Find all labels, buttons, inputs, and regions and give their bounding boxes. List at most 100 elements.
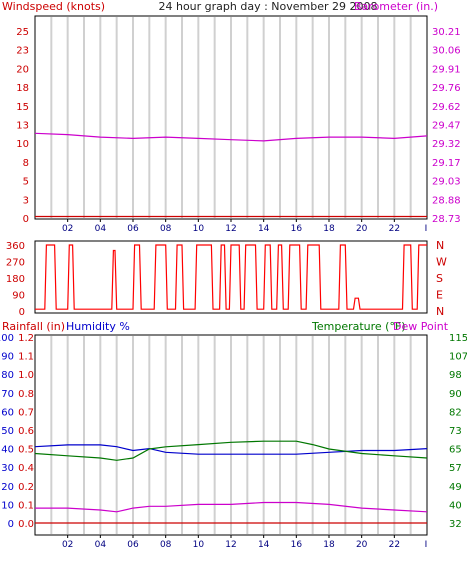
temperature-axis-tick-label: 49 [449,482,462,493]
wind-barometer-x-tick-label: 12 [225,224,236,234]
humidity-series-line [34,444,428,455]
humidity-axis-tick-label: 90 [1,352,14,363]
humidity-temperature-panel: 0 10 20 30 40 50 60 70 80 90 100 0.0 0.1 0.2 0.4 0.5 0.6… [0,333,467,550]
rainfall-axis-tick-label: 0.4 [18,463,34,474]
humidity-axis-tick-label: 0 [8,519,14,530]
wind-barometer-x-tick-label: 20 [356,224,368,234]
direction-degrees-axis-tick-label: 360 [6,241,25,252]
wind-barometer-x-tick-label: 02 [62,224,73,234]
dewpoint-series-line [35,501,428,513]
temperature-axis-tick-label: 65 [449,445,462,456]
humidity-temperature-x-tick-label: 22 [389,540,400,550]
windspeed-axis-tick-label: 25 [16,27,29,38]
barometer-axis-tick-label: 29.91 [432,64,461,75]
temperature-axis-tick-label: 98 [449,370,462,381]
humidity-temperature-x-tick-label: 12 [225,540,236,550]
temperature-axis-label: Temperature (°F) [311,320,406,333]
wind-direction-plot-frame [34,240,428,314]
humidity-temperature-x-tick-label: 04 [95,540,107,550]
barometer-axis-tick-label: 28.88 [432,195,461,206]
windspeed-axis-tick-label: 3 [23,195,29,206]
windspeed-axis-label: Windspeed (knots) [2,0,105,13]
rainfall-axis-tick-label: 1.2 [18,333,34,344]
wind-barometer-x-tick-label: 06 [127,224,139,234]
direction-compass-axis-tick-label: E [436,289,443,302]
temperature-series-line [34,440,428,461]
direction-compass-axis-tick-label: W [436,256,447,269]
temperature-axis-tick-label: 82 [449,407,462,418]
wind-barometer-x-tick-label: 08 [160,224,172,234]
rainfall-axis-tick-label: 0.5 [18,445,34,456]
humidity-temperature-x-tick-label: 08 [160,540,172,550]
direction-compass-axis-tick-label: N [436,239,444,252]
barometer-axis-tick-label: 29.32 [432,139,461,150]
rainfall-axis-tick-label: 0.7 [18,407,34,418]
dewpoint-axis-label: Dew Point [393,320,449,333]
humidity-axis-tick-label: 20 [1,482,14,493]
wind-barometer-x-end-tick: I [425,224,428,234]
barometer-axis-label: Barometer (in.) [354,0,438,13]
windspeed-axis-tick-label: 15 [16,102,29,113]
barometer-axis-tick-label: 30.06 [432,46,461,57]
humidity-axis-tick-label: 10 [1,500,14,511]
humidity-temperature-x-tick-label: 20 [356,540,368,550]
rainfall-axis-tick-label: 0.0 [18,519,34,530]
humidity-temperature-x-tick-label: 10 [193,540,205,550]
humidity-axis-tick-label: 30 [1,463,14,474]
barometer-axis-tick-label: 30.21 [432,27,461,38]
humidity-temperature-x-end-tick: I [425,540,428,550]
barometer-axis-tick-label: 28.73 [432,214,461,225]
humidity-temperature-x-tick-label: 18 [323,540,335,550]
rainfall-axis-tick-label: 0.1 [18,500,34,511]
wind-barometer-x-tick-label: 22 [389,224,400,234]
direction-compass-axis-tick-label: N [436,305,444,318]
barometer-axis-tick-label: 29.03 [432,177,461,188]
humidity-temperature-x-tick-label: 16 [291,540,303,550]
barometer-axis-tick-label: 29.62 [432,102,461,113]
direction-degrees-axis-tick-label: 270 [6,258,25,269]
humidity-axis-tick-label: 50 [1,426,14,437]
barometer-axis-tick-label: 29.17 [432,158,461,169]
rainfall-axis-tick-label: 0.8 [18,389,34,400]
temperature-axis-tick-label: 57 [449,463,462,474]
rainfall-axis-tick-label: 0.2 [18,482,34,493]
windspeed-axis-tick-label: 8 [23,158,29,169]
humidity-temperature-x-tick-label: 02 [62,540,73,550]
barometer-axis-tick-label: 29.76 [432,83,461,94]
temperature-axis-tick-label: 90 [449,389,462,400]
windspeed-axis-tick-label: 13 [16,121,29,132]
windspeed-axis-tick-label: 23 [16,46,29,57]
windspeed-axis-tick-label: 10 [16,139,29,150]
temperature-axis-tick-label: 73 [449,426,462,437]
wind-barometer-x-tick-label: 14 [258,224,270,234]
humidity-axis-tick-label: 80 [1,370,14,381]
windspeed-axis-tick-label: 5 [23,177,29,188]
windspeed-axis-tick-label: 0 [23,214,29,225]
direction-degrees-axis-tick-label: 0 [19,307,25,318]
direction-compass-axis-tick-label: S [436,272,443,285]
wind-barometer-x-tick-label: 16 [291,224,303,234]
rainfall-axis-tick-label: 1.1 [18,352,34,363]
direction-degrees-axis-tick-label: 90 [12,291,25,302]
rainfall-axis-tick-label: 1.0 [18,370,34,381]
humidity-axis-label: Humidity % [66,320,130,333]
rainfall-axis-label: Rainfall (in) [2,320,65,333]
temperature-axis-tick-label: 40 [449,500,462,511]
wind-barometer-panel: 0 3 5 8 10 13 15 18 20 23 25 28.73 28.88 29.03 29.17 29… [16,17,461,234]
wind-barometer-x-tick-label: 18 [323,224,335,234]
wind-barometer-x-tick-label: 04 [95,224,107,234]
direction-degrees-axis-tick-label: 180 [6,274,25,285]
humidity-axis-tick-label: 40 [1,445,14,456]
graph-title: 24 hour graph day : November 29 2008 [158,0,377,13]
humidity-temperature-x-tick-label: 14 [258,540,270,550]
humidity-axis-tick-label: 100 [0,333,14,344]
humidity-temperature-x-tick-label: 06 [127,540,139,550]
barometer-axis-tick-label: 29.47 [432,121,461,132]
windspeed-axis-tick-label: 18 [16,83,29,94]
wind-barometer-x-tick-label: 10 [193,224,205,234]
humidity-axis-tick-label: 60 [1,407,14,418]
humidity-axis-tick-label: 70 [1,389,14,400]
